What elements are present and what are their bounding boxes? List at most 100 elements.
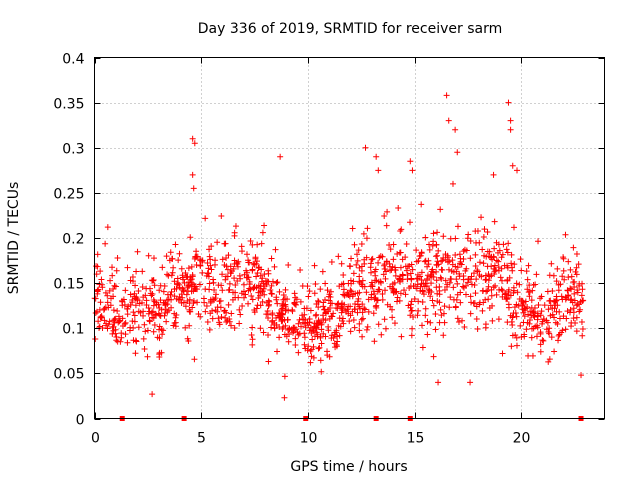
data-point xyxy=(564,308,571,315)
data-point xyxy=(480,299,487,306)
data-point xyxy=(246,278,253,285)
data-point xyxy=(505,240,512,247)
data-point xyxy=(135,324,142,331)
data-point xyxy=(339,300,346,307)
data-point xyxy=(579,286,586,293)
data-point xyxy=(104,292,111,299)
data-point xyxy=(467,255,474,262)
data-point xyxy=(571,290,578,297)
data-point xyxy=(322,280,329,287)
data-point xyxy=(129,296,136,303)
data-point xyxy=(402,254,409,261)
data-point xyxy=(424,263,431,270)
data-point xyxy=(113,267,120,274)
data-point xyxy=(474,326,481,333)
data-point xyxy=(347,287,354,294)
data-point xyxy=(555,337,562,344)
data-point xyxy=(124,339,131,346)
data-point xyxy=(453,276,460,283)
data-point xyxy=(548,260,555,267)
data-point xyxy=(236,272,243,279)
data-point xyxy=(94,251,101,258)
data-point xyxy=(408,307,415,314)
data-point xyxy=(122,331,129,338)
data-point xyxy=(472,228,479,235)
data-point xyxy=(560,267,567,274)
data-point xyxy=(97,299,104,306)
data-point xyxy=(184,273,191,280)
data-point xyxy=(141,321,148,328)
data-point xyxy=(539,318,546,325)
data-point xyxy=(307,359,314,366)
data-point xyxy=(180,276,187,283)
data-point xyxy=(365,308,372,315)
data-point xyxy=(364,323,371,330)
data-point xyxy=(349,308,356,315)
data-point xyxy=(137,309,144,316)
data-point xyxy=(561,276,568,283)
data-point xyxy=(265,302,272,309)
data-point xyxy=(409,266,416,273)
data-point xyxy=(267,286,274,293)
data-point xyxy=(433,277,440,284)
data-point xyxy=(223,255,230,262)
data-point xyxy=(521,305,528,312)
data-point xyxy=(164,291,171,298)
data-point xyxy=(162,299,169,306)
data-point xyxy=(570,305,577,312)
data-point xyxy=(546,356,553,363)
data-point xyxy=(367,260,374,267)
data-point xyxy=(187,234,194,241)
data-point xyxy=(394,298,401,305)
data-point xyxy=(151,298,158,305)
data-point xyxy=(135,288,142,295)
data-point xyxy=(418,269,425,276)
data-point xyxy=(496,286,503,293)
data-point xyxy=(472,290,479,297)
data-point xyxy=(348,280,355,287)
data-point xyxy=(565,258,572,265)
data-point xyxy=(330,335,337,342)
y-axis-label: SRMTID / TECUs xyxy=(6,182,22,295)
data-point xyxy=(328,313,335,320)
data-point xyxy=(398,333,405,340)
data-point xyxy=(559,296,566,303)
data-point xyxy=(565,274,572,281)
chart-title: Day 336 of 2019, SRMTID for receiver sar… xyxy=(198,21,502,37)
data-point xyxy=(238,243,245,250)
data-point xyxy=(102,289,109,296)
data-point xyxy=(406,262,413,269)
data-point xyxy=(319,312,326,319)
data-point xyxy=(327,300,334,307)
data-point xyxy=(439,267,446,274)
data-point xyxy=(315,304,322,311)
data-point xyxy=(162,310,169,317)
data-point xyxy=(107,277,114,284)
data-point xyxy=(417,252,424,259)
data-point xyxy=(110,307,117,314)
data-point xyxy=(452,126,459,133)
data-point xyxy=(206,253,213,260)
y-tick-label: 0.15 xyxy=(53,277,84,293)
data-point xyxy=(532,323,539,330)
data-point xyxy=(379,253,386,260)
data-point xyxy=(172,314,179,321)
data-point xyxy=(248,292,255,299)
data-point xyxy=(401,287,408,294)
data-point xyxy=(315,297,322,304)
data-point xyxy=(186,279,193,285)
data-point xyxy=(231,232,238,239)
data-point xyxy=(419,299,426,306)
data-point xyxy=(345,292,352,299)
data-point xyxy=(199,269,206,276)
data-point xyxy=(104,224,111,231)
data-point xyxy=(419,322,425,329)
data-point xyxy=(356,320,363,327)
data-point xyxy=(436,299,443,306)
data-point xyxy=(265,331,272,338)
data-point xyxy=(173,285,180,292)
data-point xyxy=(504,319,511,326)
data-point xyxy=(101,317,108,324)
data-point xyxy=(175,296,182,303)
data-point xyxy=(325,293,332,300)
